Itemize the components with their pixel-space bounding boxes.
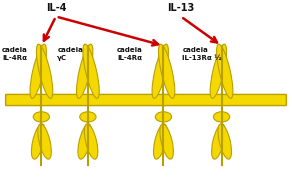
Ellipse shape bbox=[83, 44, 99, 98]
Ellipse shape bbox=[77, 44, 93, 98]
Ellipse shape bbox=[84, 124, 98, 159]
Ellipse shape bbox=[160, 124, 173, 159]
Ellipse shape bbox=[38, 124, 51, 159]
Text: IL-4: IL-4 bbox=[46, 3, 66, 13]
Ellipse shape bbox=[154, 124, 167, 159]
Circle shape bbox=[155, 112, 172, 122]
Ellipse shape bbox=[212, 124, 225, 159]
Circle shape bbox=[213, 112, 230, 122]
Ellipse shape bbox=[218, 124, 232, 159]
Ellipse shape bbox=[217, 44, 233, 98]
Text: cadeia
IL-4Rα: cadeia IL-4Rα bbox=[117, 47, 143, 61]
Ellipse shape bbox=[78, 124, 91, 159]
FancyBboxPatch shape bbox=[6, 94, 286, 106]
Text: IL-13: IL-13 bbox=[167, 3, 194, 13]
Ellipse shape bbox=[36, 44, 53, 98]
Text: cadeia
IL-4Rα: cadeia IL-4Rα bbox=[2, 47, 28, 61]
Ellipse shape bbox=[152, 44, 168, 98]
Ellipse shape bbox=[159, 44, 175, 98]
Circle shape bbox=[33, 112, 50, 122]
Circle shape bbox=[80, 112, 96, 122]
Text: cadeia
γC: cadeia γC bbox=[57, 47, 83, 61]
Ellipse shape bbox=[32, 124, 45, 159]
Text: cadeia
IL-13Rα ½: cadeia IL-13Rα ½ bbox=[182, 47, 222, 61]
Ellipse shape bbox=[210, 44, 227, 98]
Ellipse shape bbox=[30, 44, 46, 98]
